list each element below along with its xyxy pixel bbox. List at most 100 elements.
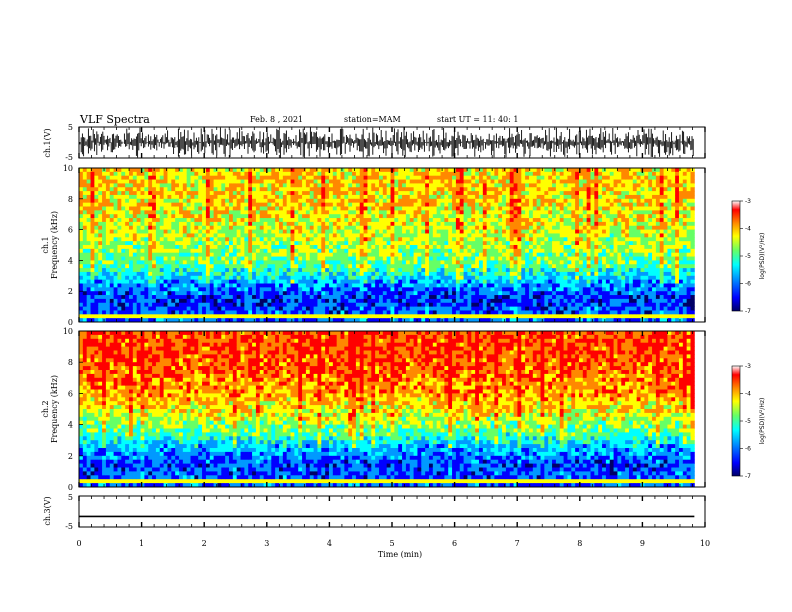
spectrogram-cell	[102, 279, 107, 284]
spectrogram-cell	[252, 302, 257, 307]
spectrogram-cell	[209, 237, 215, 242]
spectrogram-cell	[221, 260, 226, 265]
spectrogram-cell	[340, 306, 345, 311]
spectrogram-cell	[121, 298, 126, 304]
spectrogram-cell	[240, 306, 245, 311]
spectrogram-cell	[475, 241, 480, 246]
spectrogram-cell	[459, 194, 464, 200]
spectrogram-cell	[436, 198, 441, 204]
spectrogram-cell	[132, 306, 138, 311]
spectrogram-cell	[440, 252, 445, 257]
spectrogram-cell	[528, 168, 534, 173]
spectrogram-cell	[325, 252, 330, 257]
spectrogram-cell	[202, 306, 207, 311]
spectrogram-cell	[278, 202, 284, 207]
spectrogram-cell	[155, 306, 161, 311]
spectrogram-cell	[482, 210, 488, 215]
spectrogram-cell	[521, 218, 526, 223]
spectrogram-cell	[325, 214, 330, 219]
spectrogram-cell	[505, 221, 511, 227]
spectrogram-cell	[309, 241, 315, 246]
spectrogram-cell	[221, 283, 226, 288]
spectrogram-cell	[375, 256, 380, 261]
spectrogram-cell	[417, 225, 422, 230]
spectrogram-cell	[244, 194, 249, 200]
spectrogram-cell	[155, 233, 161, 238]
spectrogram-cell	[344, 225, 349, 230]
spectrogram-cell	[394, 198, 399, 204]
spectrogram-cell	[129, 229, 134, 234]
spectrogram-cell	[352, 198, 357, 204]
spectrogram-cell	[540, 179, 545, 184]
spectrogram-cell	[113, 252, 118, 257]
spectrogram-cell	[82, 194, 88, 200]
spectrogram-cell	[248, 256, 253, 261]
spectrogram-cell	[286, 279, 291, 284]
spectrogram-cell	[425, 295, 430, 300]
spectrogram-cell	[186, 210, 191, 215]
spectrogram-cell	[459, 295, 464, 300]
spectrogram-cell	[528, 194, 534, 200]
spectrogram-cell	[398, 168, 403, 173]
spectrogram-cell	[290, 295, 295, 300]
spectrogram-cell	[505, 271, 511, 277]
spectrogram-cell	[155, 279, 161, 284]
spectrogram-cell	[498, 283, 503, 288]
spectrogram-cell	[555, 260, 561, 265]
spectrogram-cell	[498, 210, 503, 215]
spectrogram-cell	[425, 233, 430, 238]
spectrogram-cell	[175, 264, 180, 269]
spectrogram-cell	[240, 191, 245, 196]
spectrogram-cell	[328, 256, 334, 261]
spectrogram-cell	[471, 271, 476, 277]
spectrogram-cell	[298, 314, 303, 319]
spectrogram-cell	[232, 206, 238, 211]
spectrogram-cell	[205, 283, 211, 288]
spectrogram-cell	[455, 306, 461, 311]
spectrogram-cell	[402, 206, 407, 211]
spectrogram-cell	[367, 179, 372, 184]
spectrogram-cell	[113, 268, 118, 273]
spectrogram-cell	[544, 291, 549, 296]
spectrogram-cell	[359, 171, 365, 177]
spectrogram-cell	[332, 287, 338, 292]
spectrogram-cell	[302, 179, 307, 184]
spectrogram-cell	[536, 279, 541, 284]
spectrogram-cell	[305, 237, 311, 242]
spectrogram-cell	[140, 268, 145, 273]
spectrogram-cell	[355, 206, 361, 211]
spectrogram-cell	[175, 183, 180, 188]
spectrogram-cell	[148, 279, 153, 284]
spectrogram-cell	[198, 229, 203, 234]
spectrogram-cell	[371, 283, 376, 288]
spectrogram-cell	[140, 175, 145, 180]
spectrogram-cell	[505, 318, 511, 323]
spectrogram-cell	[152, 264, 157, 269]
spectrogram-cell	[94, 202, 99, 207]
spectrogram-cell	[448, 202, 453, 207]
spectrogram-cell	[509, 264, 514, 269]
spectrogram-cell	[348, 279, 353, 284]
spectrogram-cell	[175, 225, 180, 230]
spectrogram-cell	[444, 287, 449, 292]
spectrogram-cell	[228, 302, 234, 307]
spectrogram-cell	[463, 256, 468, 261]
spectrogram-cell	[348, 229, 353, 234]
spectrogram-cell	[355, 214, 361, 219]
spectrogram-cell	[117, 318, 122, 323]
spectrogram-cell	[375, 287, 380, 292]
spectrogram-cell	[82, 287, 88, 292]
spectrogram-cell	[267, 291, 272, 296]
spectrogram-cell	[502, 271, 507, 277]
spectrogram-cell	[159, 198, 165, 204]
spectrogram-cell	[382, 271, 388, 277]
spectrogram-cell	[194, 275, 199, 281]
spectrogram-cell	[309, 214, 315, 219]
spectrogram-cell	[359, 318, 365, 323]
spectrogram-cell	[313, 264, 318, 269]
spectrogram-cell	[482, 198, 488, 204]
spectrogram-cell	[513, 206, 518, 211]
spectrogram-cell	[213, 260, 218, 265]
spectrogram-cell	[505, 183, 511, 188]
spectrogram-cell	[548, 310, 553, 315]
